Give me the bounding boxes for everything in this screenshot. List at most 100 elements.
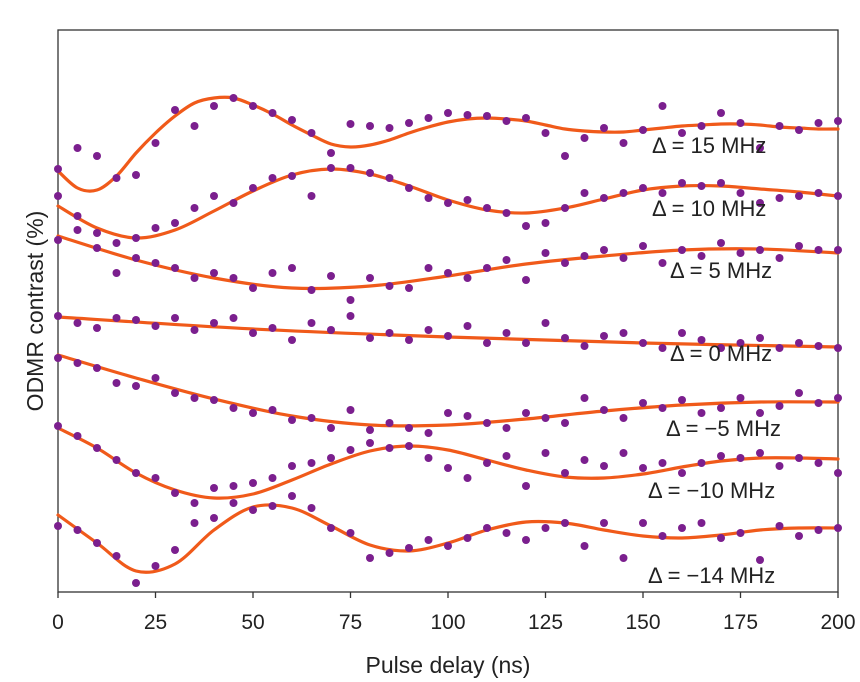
x-axis-ticks: 0 25 50 75 100 125 150 175 200 [52, 592, 856, 634]
data-point [171, 264, 179, 272]
data-point [834, 524, 842, 532]
data-point [73, 319, 82, 327]
data-point [444, 109, 452, 117]
data-point [424, 454, 433, 462]
data-point [424, 326, 433, 334]
data-point [522, 114, 530, 122]
data-point [424, 264, 433, 272]
data-point [54, 522, 62, 530]
x-tick-label: 200 [820, 611, 855, 634]
data-point [190, 122, 199, 130]
x-axis-label: Pulse delay (ns) [366, 652, 531, 678]
data-point [366, 169, 374, 177]
data-point [483, 524, 491, 532]
data-point [210, 514, 218, 522]
data-point [483, 419, 491, 427]
data-point [756, 556, 764, 564]
data-point [327, 272, 335, 280]
data-point [112, 552, 121, 560]
data-point [151, 259, 160, 267]
data-point [658, 404, 667, 412]
data-point [736, 454, 745, 462]
data-point [619, 139, 628, 147]
data-point [522, 482, 530, 490]
data-point [112, 456, 121, 464]
data-point [814, 119, 823, 127]
data-point [366, 426, 374, 434]
data-point [268, 324, 277, 332]
data-point [190, 394, 199, 402]
data-point [463, 322, 472, 330]
data-point [307, 286, 316, 294]
data-point [132, 171, 140, 179]
data-point [678, 179, 686, 187]
data-point [483, 264, 491, 272]
data-point [619, 254, 628, 262]
data-point [93, 324, 101, 332]
data-point [522, 339, 530, 347]
data-point [93, 364, 101, 372]
data-point [307, 504, 316, 512]
data-point [756, 334, 764, 342]
data-point [366, 439, 374, 447]
data-point [561, 204, 569, 212]
data-point [834, 394, 842, 402]
data-point [385, 282, 394, 290]
data-point [73, 432, 82, 440]
curve-label-2: Δ = 5 MHz [670, 258, 772, 283]
data-point [561, 419, 569, 427]
data-point [190, 274, 199, 282]
data-point [171, 314, 179, 322]
data-point [463, 534, 472, 542]
data-point [541, 319, 550, 327]
data-point [736, 119, 745, 127]
data-point [580, 394, 589, 402]
data-point [210, 192, 218, 200]
data-point [463, 474, 472, 482]
data-point [619, 329, 628, 337]
data-point [73, 212, 82, 220]
data-point [268, 174, 277, 182]
data-point [678, 396, 686, 404]
data-points [54, 94, 842, 587]
data-point [190, 326, 199, 334]
data-point [502, 529, 511, 537]
data-point [424, 536, 433, 544]
data-point [775, 462, 784, 470]
data-point [151, 374, 160, 382]
x-tick-label: 175 [723, 611, 758, 634]
data-point [151, 322, 160, 330]
data-point [639, 519, 647, 527]
data-point [580, 189, 589, 197]
data-point [561, 152, 569, 160]
data-point [697, 252, 706, 260]
data-point [795, 389, 803, 397]
data-point [756, 449, 764, 457]
data-point [814, 459, 823, 467]
data-point [93, 444, 101, 452]
data-point [54, 354, 62, 362]
data-point [678, 246, 686, 254]
data-point [54, 236, 62, 244]
data-point [814, 189, 823, 197]
data-point [541, 449, 550, 457]
data-point [795, 242, 803, 250]
data-point [132, 316, 140, 324]
data-point [249, 329, 257, 337]
data-point [775, 194, 784, 202]
data-point [307, 192, 316, 200]
data-point [814, 342, 823, 350]
data-point [288, 116, 296, 124]
data-point [697, 409, 706, 417]
data-point [190, 519, 199, 527]
data-point [424, 194, 433, 202]
data-point [736, 339, 745, 347]
data-point [795, 126, 803, 134]
data-point [541, 524, 550, 532]
data-point [795, 339, 803, 347]
data-point [619, 189, 628, 197]
data-point [73, 526, 82, 534]
data-point [249, 284, 257, 292]
data-point [346, 312, 355, 320]
data-point [249, 479, 257, 487]
